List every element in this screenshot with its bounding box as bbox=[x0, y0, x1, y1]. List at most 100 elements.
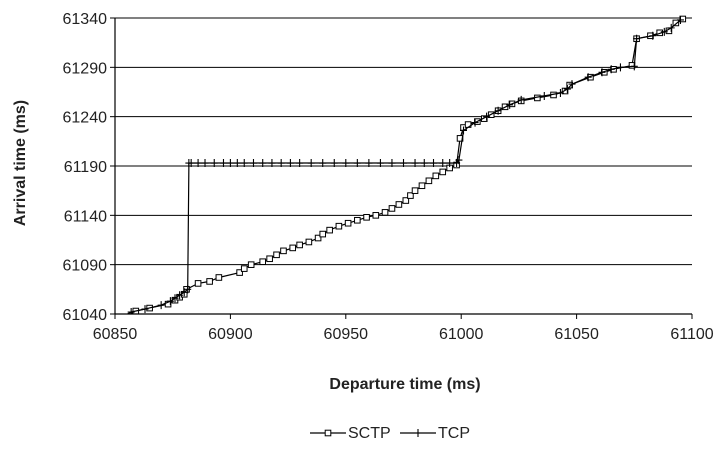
data-point-sctp bbox=[363, 214, 370, 221]
data-point-tcp bbox=[353, 159, 361, 168]
data-point-sctp bbox=[407, 192, 414, 199]
data-point-sctp bbox=[326, 226, 333, 234]
data-point-tcp bbox=[259, 159, 267, 168]
data-point-tcp bbox=[187, 159, 195, 168]
data-point-sctp bbox=[402, 197, 410, 204]
data-point-tcp bbox=[400, 159, 407, 168]
data-point-sctp bbox=[335, 222, 343, 230]
y-tick-label: 61340 bbox=[63, 11, 108, 28]
data-point-tcp bbox=[365, 159, 373, 168]
data-point-tcp bbox=[388, 159, 396, 168]
data-point-tcp bbox=[176, 291, 184, 300]
data-point-sctp bbox=[418, 182, 426, 190]
data-point-tcp bbox=[210, 159, 218, 168]
axes bbox=[110, 17, 693, 319]
data-point-tcp bbox=[219, 159, 227, 168]
data-point-tcp bbox=[233, 159, 241, 168]
data-point-tcp bbox=[430, 159, 438, 168]
data-point-tcp bbox=[630, 62, 638, 71]
data-point-sctp bbox=[247, 261, 255, 268]
data-point-tcp bbox=[471, 118, 479, 127]
series-layer bbox=[126, 15, 687, 314]
data-point-sctp bbox=[395, 201, 403, 208]
series-line-sctp bbox=[128, 18, 684, 314]
data-point-sctp bbox=[236, 269, 243, 276]
data-point-tcp bbox=[506, 100, 514, 109]
legend-marker-tcp bbox=[414, 429, 422, 437]
y-tick-label: 61290 bbox=[63, 60, 108, 77]
data-point-tcp bbox=[460, 126, 468, 135]
data-point-tcp bbox=[286, 159, 294, 168]
data-point-tcp bbox=[240, 159, 248, 168]
data-point-tcp bbox=[296, 159, 304, 168]
data-point-tcp bbox=[166, 297, 174, 306]
data-point-sctp bbox=[289, 244, 297, 252]
y-tick-labels: 61040 61090 61140 61190 61240 61290 61340 bbox=[63, 11, 108, 324]
data-point-sctp bbox=[354, 216, 361, 224]
x-tick-label: 60950 bbox=[324, 326, 369, 343]
data-point-tcp bbox=[194, 159, 202, 168]
data-point-sctp bbox=[259, 258, 267, 266]
data-point-tcp bbox=[319, 159, 327, 168]
data-point-tcp bbox=[633, 34, 641, 43]
x-tick-label: 61050 bbox=[554, 326, 599, 343]
data-point-sctp bbox=[425, 177, 433, 185]
y-tick-label: 61190 bbox=[64, 159, 107, 176]
data-point-sctp bbox=[381, 209, 389, 216]
data-point-sctp bbox=[432, 172, 440, 180]
y-tick-label: 61040 bbox=[63, 307, 108, 324]
data-point-tcp bbox=[568, 80, 576, 89]
series-line-tcp bbox=[126, 19, 681, 314]
data-point-tcp bbox=[540, 91, 548, 100]
legend-label-sctp: SCTP bbox=[348, 425, 391, 442]
x-tick-label: 61000 bbox=[439, 326, 484, 343]
data-point-tcp bbox=[184, 285, 192, 294]
legend-label-tcp: TCP bbox=[438, 425, 470, 442]
data-point-tcp bbox=[330, 159, 338, 168]
data-point-sctp bbox=[439, 168, 447, 176]
data-point-sctp bbox=[372, 212, 380, 219]
data-point-tcp bbox=[411, 159, 419, 168]
data-point-tcp bbox=[376, 159, 384, 168]
data-point-tcp bbox=[598, 68, 606, 77]
x-axis-title: Departure time (ms) bbox=[329, 376, 480, 393]
data-point-tcp bbox=[563, 85, 571, 94]
data-point-tcp bbox=[660, 27, 668, 36]
data-point-tcp bbox=[616, 63, 624, 72]
data-point-tcp bbox=[171, 294, 179, 303]
data-point-tcp bbox=[584, 73, 592, 82]
data-point-tcp bbox=[201, 159, 209, 168]
y-tick-label: 61240 bbox=[63, 110, 108, 127]
data-point-sctp bbox=[319, 230, 327, 238]
data-point-sctp bbox=[388, 205, 396, 212]
data-point-sctp bbox=[344, 219, 352, 227]
data-point-tcp bbox=[420, 159, 428, 168]
data-point-tcp bbox=[277, 159, 285, 168]
data-point-sctp bbox=[215, 274, 223, 281]
data-point-sctp bbox=[314, 234, 322, 242]
data-point-tcp bbox=[127, 308, 135, 314]
data-point-tcp bbox=[667, 23, 675, 32]
data-point-tcp bbox=[483, 112, 491, 121]
data-point-tcp bbox=[157, 301, 165, 310]
data-point-sctp bbox=[672, 19, 680, 27]
data-point-tcp bbox=[141, 305, 149, 314]
y-tick-label: 61090 bbox=[63, 258, 108, 275]
y-tick-label: 61140 bbox=[64, 208, 107, 225]
data-point-sctp bbox=[305, 238, 313, 246]
x-tick-labels: 60850 60900 60950 61000 61050 61100 bbox=[93, 326, 714, 343]
data-point-sctp bbox=[240, 265, 248, 272]
data-point-sctp bbox=[266, 255, 273, 263]
data-point-sctp bbox=[296, 241, 303, 249]
data-point-sctp bbox=[194, 280, 202, 287]
data-point-tcp bbox=[446, 159, 454, 168]
data-point-tcp bbox=[494, 106, 502, 115]
legend-marker-sctp bbox=[324, 429, 332, 437]
data-point-tcp bbox=[649, 31, 657, 40]
data-point-sctp bbox=[206, 278, 213, 285]
series-tcp bbox=[126, 15, 684, 314]
data-point-sctp bbox=[273, 251, 280, 259]
data-point-tcp bbox=[517, 95, 525, 104]
gridlines bbox=[115, 17, 692, 266]
legend: SCTP TCP bbox=[310, 425, 470, 442]
